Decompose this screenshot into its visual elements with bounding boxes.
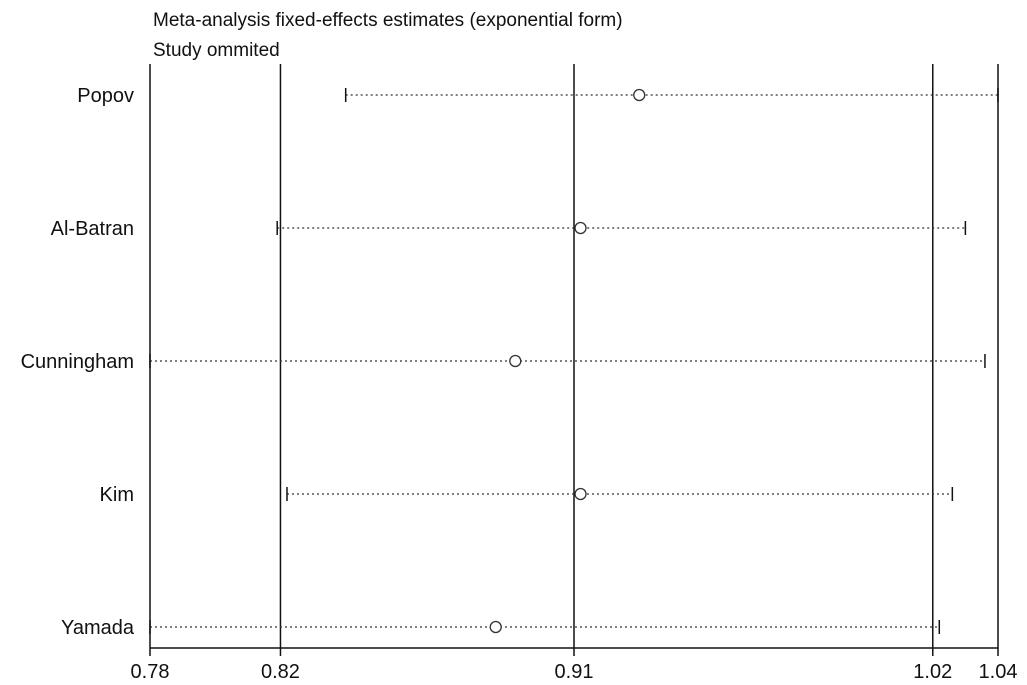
study-label: Popov: [77, 85, 134, 107]
study-label: Cunningham: [21, 351, 134, 373]
x-tick-label: 1.02: [913, 661, 952, 683]
x-tick-label: 1.04: [979, 661, 1018, 683]
study-label: Yamada: [61, 617, 135, 639]
chart-subtitle: Study ommited: [153, 40, 280, 61]
x-tick-label: 0.82: [261, 661, 300, 683]
point-estimate: [633, 88, 646, 102]
x-tick-label: 0.78: [131, 661, 170, 683]
point-estimate: [489, 620, 502, 634]
point-estimate: [574, 487, 587, 501]
study-label: Kim: [100, 484, 134, 506]
chart-title: Meta-analysis fixed-effects estimates (e…: [153, 10, 623, 31]
x-tick-label: 0.91: [555, 661, 594, 683]
point-estimate: [509, 354, 522, 368]
study-label: Al-Batran: [51, 218, 134, 240]
plot-area: 0.78 0.82 0.91 1.02 1.04 Popov Al-Batran Cunnin…: [21, 64, 1018, 683]
point-estimate: [574, 221, 587, 235]
